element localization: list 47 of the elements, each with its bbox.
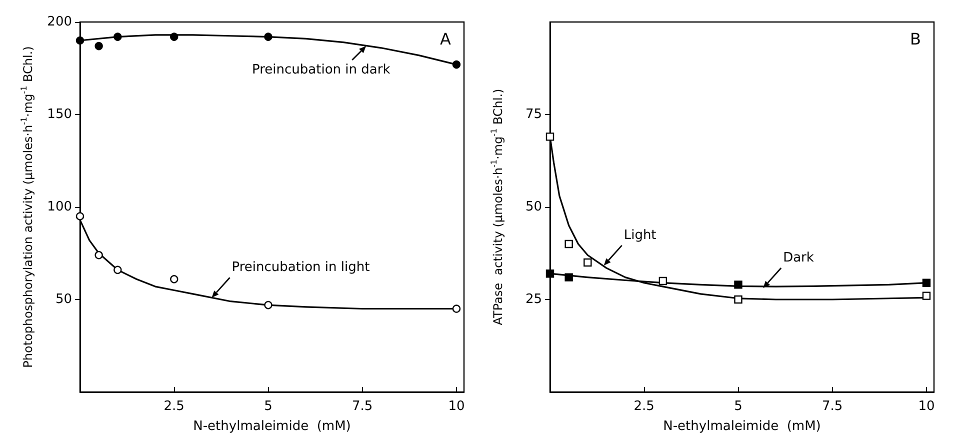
- x-axis-title: N-ethylmaleimide (mM): [663, 419, 821, 434]
- x-tick-label: 7.5: [822, 399, 843, 414]
- point: [94, 251, 103, 260]
- y-tick-label: 75: [525, 107, 542, 122]
- point: [564, 240, 573, 248]
- x-tick-label: 10: [918, 399, 935, 414]
- point: [584, 258, 592, 267]
- point: [170, 275, 178, 284]
- annotation: Light: [624, 228, 656, 243]
- point: [922, 292, 931, 300]
- y-tick-label: 50: [525, 200, 542, 214]
- point: [114, 266, 122, 274]
- point: [94, 42, 103, 50]
- x-tick-label: 2.5: [634, 399, 654, 414]
- point: [170, 32, 178, 41]
- point: [734, 280, 742, 289]
- x-tick-label: 5: [734, 399, 742, 414]
- x-tick-label: 5: [264, 399, 272, 414]
- x-tick-label: 2.5: [164, 399, 184, 414]
- point: [922, 278, 931, 287]
- point: [658, 276, 668, 286]
- x-tick-label: 10: [448, 399, 465, 414]
- point: [452, 60, 461, 69]
- annotation: Preincubation in dark: [252, 62, 391, 78]
- annotation: Dark: [783, 250, 814, 266]
- y-tick-label: 50: [55, 292, 72, 307]
- point: [114, 32, 122, 41]
- point: [546, 132, 554, 141]
- y-axis-title: ATPase activity (µmoles·h-1·mg-1 BChl.): [490, 88, 505, 326]
- text: B: [910, 30, 922, 48]
- annotation: Preincubation in light: [232, 260, 370, 276]
- x-tick-label: 7.5: [352, 399, 373, 414]
- point: [76, 36, 84, 45]
- text: A: [440, 30, 452, 48]
- point: [264, 300, 272, 310]
- y-tick-label: 150: [47, 107, 72, 122]
- x-axis-title: N-ethylmaleimide (mM): [193, 419, 351, 434]
- y-tick-label: 25: [525, 292, 542, 307]
- point: [734, 295, 742, 304]
- y-axis-title: Photophosphorylation activity (µmoles·h-1·mg-1 BChl.): [20, 46, 35, 368]
- point: [76, 212, 84, 220]
- point: [452, 304, 461, 313]
- y-tick-label: 100: [47, 200, 72, 214]
- y-tick-label: 200: [47, 14, 72, 30]
- point: [564, 273, 573, 282]
- point: [546, 270, 554, 278]
- point: [264, 32, 272, 41]
